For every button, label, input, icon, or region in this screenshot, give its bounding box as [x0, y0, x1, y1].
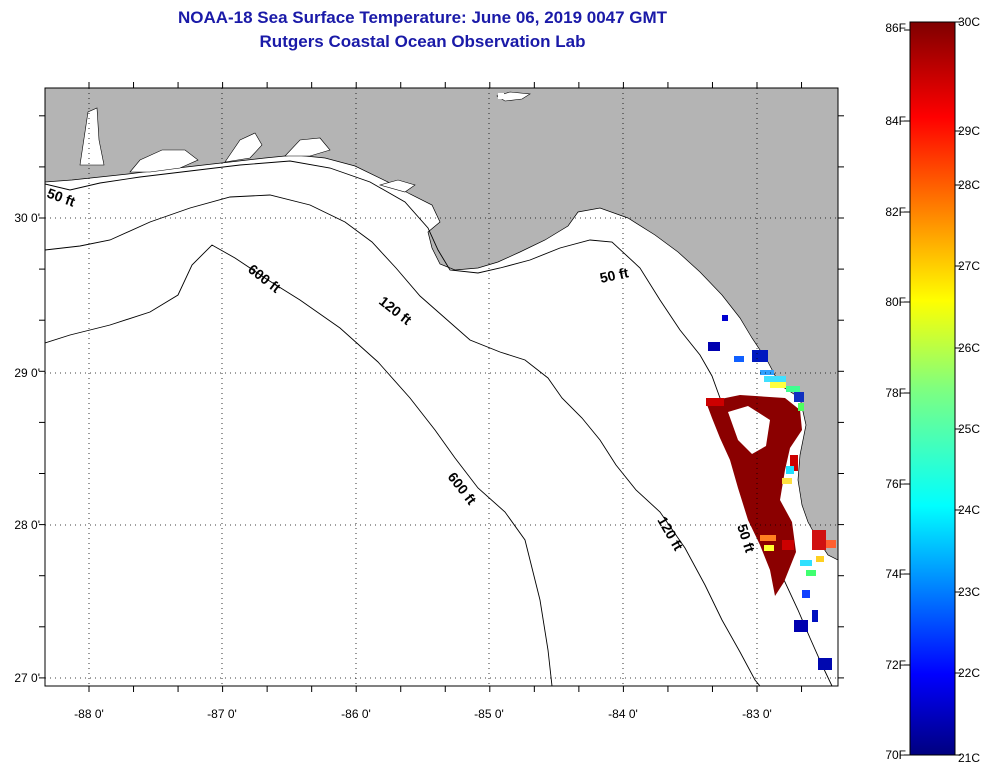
colorbar-c-label: 25C [958, 422, 980, 436]
contour-600ft [45, 244, 553, 686]
colorbar-f-label: 84F [885, 114, 906, 128]
colorbar-f-label: 72F [885, 658, 906, 672]
colorbar-c-label: 27C [958, 259, 980, 273]
colorbar-c-label: 24C [958, 503, 980, 517]
lat-label-28: 28 0' [14, 518, 40, 532]
colorbar-c-label: 23C [958, 585, 980, 599]
sst-swath-gap [728, 406, 770, 454]
colorbar-c-label: 30C [958, 15, 980, 29]
colorbar-f-label: 70F [885, 748, 906, 762]
colorbar-f-label: 78F [885, 386, 906, 400]
colorbar-f-label: 80F [885, 295, 906, 309]
land-area [45, 88, 838, 561]
sst-swath-warm [706, 395, 802, 596]
lat-label-27: 27 0' [14, 671, 40, 685]
lon-label-83: -83 0' [742, 707, 772, 721]
colorbar-f-label: 74F [885, 567, 906, 581]
map-grid [45, 88, 838, 686]
contour-120ft [45, 194, 761, 686]
lon-label-85: -85 0' [474, 707, 504, 721]
colorbar-c-label: 21C [958, 751, 980, 765]
colorbar-c-label: 29C [958, 124, 980, 138]
lat-label-29: 29 0' [14, 366, 40, 380]
bay-water [79, 91, 531, 193]
map-subtitle: Rutgers Coastal Ocean Observation Lab [259, 32, 586, 51]
colorbar-c-label: 22C [958, 666, 980, 680]
colorbar: 86F 84F 82F 80F 78F 76F 74F 72F 70F 30C … [885, 15, 980, 765]
lon-label-84: -84 0' [608, 707, 638, 721]
colorbar-f-label: 86F [885, 21, 906, 35]
colorbar-f-label: 76F [885, 477, 906, 491]
colorbar-gradient [909, 21, 956, 756]
colorbar-c-label: 28C [958, 178, 980, 192]
lon-label-88: -88 0' [74, 707, 104, 721]
map-title: NOAA-18 Sea Surface Temperature: June 06… [177, 8, 668, 27]
colorbar-c-label: 26C [958, 341, 980, 355]
colorbar-f-label: 82F [885, 205, 906, 219]
lon-label-86: -86 0' [341, 707, 371, 721]
contour-label-50ft-bend: 50 ft [598, 264, 630, 286]
lat-label-30: 30 0' [14, 211, 40, 225]
lon-label-87: -87 0' [207, 707, 237, 721]
